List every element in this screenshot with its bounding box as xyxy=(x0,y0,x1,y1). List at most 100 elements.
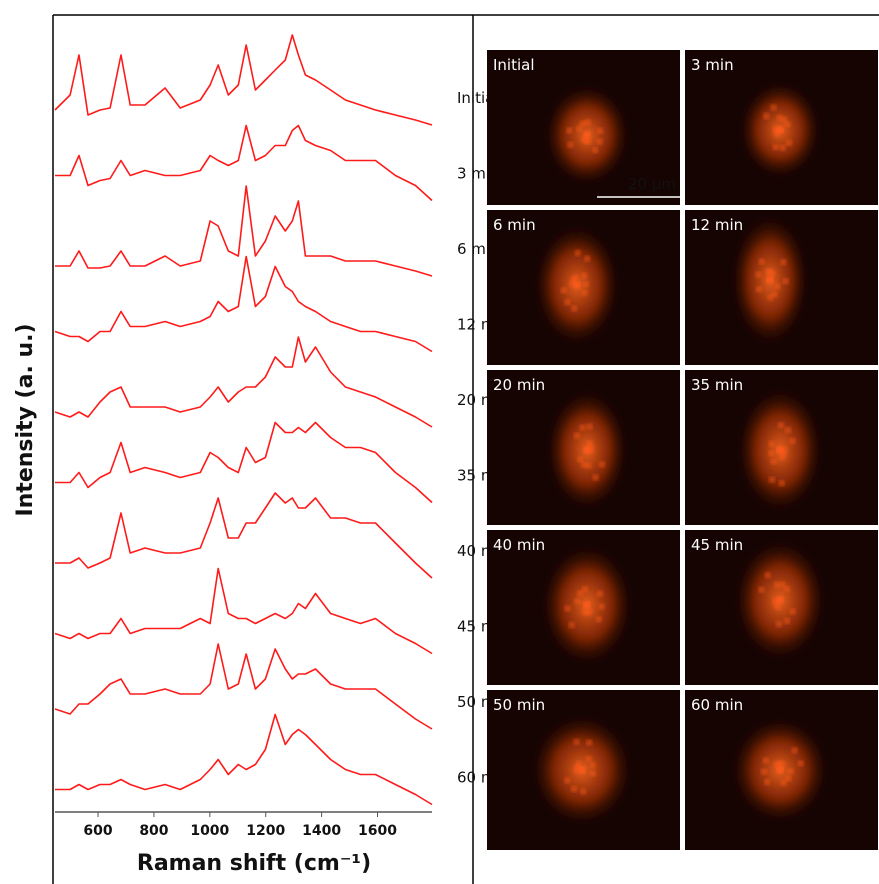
cell-spot xyxy=(569,280,576,287)
cell-spot xyxy=(782,278,789,285)
x-axis-title: Raman shift (cm⁻¹) xyxy=(137,851,371,876)
cell-spot xyxy=(598,603,605,610)
cell-spot xyxy=(584,255,591,262)
cell-spot xyxy=(596,590,603,597)
micrograph: 6 min xyxy=(487,210,680,365)
micrograph: Initial xyxy=(487,50,680,205)
cell-spot xyxy=(780,779,787,786)
cell-spot xyxy=(589,762,596,769)
spectrum xyxy=(54,336,433,428)
cell-spot xyxy=(785,139,792,146)
cell-spot xyxy=(765,269,772,276)
cell-spot xyxy=(571,305,578,312)
micrograph: 35 min xyxy=(685,370,878,525)
micrograph: 12 min xyxy=(685,210,878,365)
micrograph: 45 min xyxy=(685,530,878,685)
cell-spot xyxy=(598,461,605,468)
cell-spot xyxy=(585,138,592,145)
cell-spot xyxy=(780,451,787,458)
cell-spot xyxy=(580,461,587,468)
cell-spot xyxy=(773,761,780,768)
x-tick-label: 1000 xyxy=(190,823,229,839)
cell-spot xyxy=(585,462,592,469)
micrograph: 20 min xyxy=(487,370,680,525)
cell-spot xyxy=(584,447,590,453)
cell-spot xyxy=(568,621,575,628)
cell-spot xyxy=(781,116,788,123)
cell-spot xyxy=(574,598,581,605)
cell-spot xyxy=(784,585,791,592)
panel-label: 6 min xyxy=(493,216,536,234)
cell-spot xyxy=(585,755,592,762)
spectrum xyxy=(55,492,433,579)
cell-spot xyxy=(596,138,603,145)
cell-spot xyxy=(755,286,762,293)
cell-spot xyxy=(589,770,596,777)
y-axis-title: Intensity (a. u.) xyxy=(13,323,38,516)
cell-spot xyxy=(797,760,804,767)
cell-spot xyxy=(784,121,791,128)
cell-spot xyxy=(758,586,765,593)
cell-spot xyxy=(780,259,787,266)
cell-spot xyxy=(789,438,796,445)
cell-spot xyxy=(564,299,571,306)
cell-spot xyxy=(579,767,585,773)
cell-spot xyxy=(777,127,783,133)
cell-spot xyxy=(771,291,778,298)
cell-spot xyxy=(570,785,577,792)
cell-spot xyxy=(584,132,590,138)
cell-spot xyxy=(755,271,762,278)
cell-spot xyxy=(778,480,785,487)
micrograph: 40 min xyxy=(487,530,680,685)
panel-label: 20 min xyxy=(493,376,545,394)
micrograph: 50 min xyxy=(487,690,680,850)
cell-spot xyxy=(758,258,765,265)
cell-spot xyxy=(573,739,580,746)
cell-spot xyxy=(777,422,784,429)
cell-spot xyxy=(777,767,783,773)
cell-spot xyxy=(773,581,780,588)
spectrum xyxy=(54,34,433,126)
cell-spot xyxy=(579,120,586,127)
cell-spot xyxy=(767,294,774,301)
cell-spot xyxy=(581,289,588,296)
cell-spot xyxy=(577,456,584,463)
cell-spot xyxy=(564,777,571,784)
panel-label: 40 min xyxy=(493,536,545,554)
cell-spot xyxy=(775,604,782,611)
cell-spot xyxy=(586,440,593,447)
cell-spot xyxy=(768,476,775,483)
panel-label: 50 min xyxy=(493,696,545,714)
cell-spot xyxy=(776,114,783,121)
cell-spot xyxy=(784,618,791,625)
cell-spot xyxy=(761,768,768,775)
cell-spot xyxy=(586,739,593,746)
cell-spot xyxy=(573,768,580,775)
cell-spot xyxy=(586,423,593,430)
panel-label: 45 min xyxy=(691,536,743,554)
cell-spot xyxy=(785,775,792,782)
cell-spot xyxy=(581,272,588,279)
panel-label: 12 min xyxy=(691,216,743,234)
cell-spot xyxy=(573,432,580,439)
cell-spot xyxy=(592,474,599,481)
x-tick-label: 800 xyxy=(139,823,168,839)
x-tick-label: 1400 xyxy=(302,823,341,839)
cell-spot xyxy=(582,586,589,593)
spectrum xyxy=(55,421,433,504)
cell-spot xyxy=(774,283,781,290)
cell-spot xyxy=(779,144,786,151)
micrograph: 60 min xyxy=(685,690,878,850)
cell-spot xyxy=(564,605,571,612)
spectrum xyxy=(54,643,433,730)
cell-spot xyxy=(768,440,775,447)
cell-spot xyxy=(785,426,792,433)
micrograph: 3 min xyxy=(685,50,878,205)
spectrum xyxy=(54,255,433,353)
cell-spot xyxy=(566,127,573,134)
cell-spot xyxy=(770,104,777,111)
cell-spot xyxy=(789,608,796,615)
cell-spot xyxy=(770,458,777,465)
cell-spot xyxy=(781,446,788,453)
